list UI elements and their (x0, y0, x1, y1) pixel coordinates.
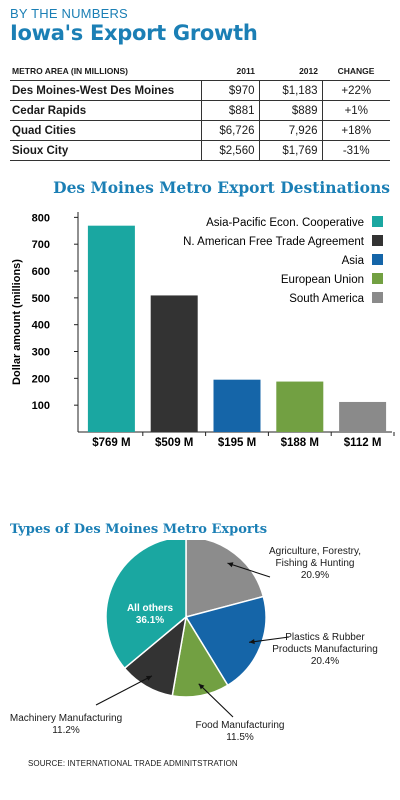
legend-label: N. American Free Trade Agreement (183, 236, 365, 248)
pie-slice-label: Machinery Manufacturing 11.2% (10, 713, 122, 736)
pie-leader-arrowhead (145, 675, 152, 681)
bar (87, 225, 135, 432)
pie-leader-line (198, 683, 234, 718)
value-2012-cell: $889 (258, 100, 322, 121)
value-2012-cell: $1,183 (258, 80, 322, 101)
bar (150, 295, 198, 432)
metro-cell: Sioux City (10, 140, 201, 161)
pie-slice (185, 540, 265, 618)
pie-slice (184, 595, 267, 687)
table-row: Quad Cities $6,726 7,926 +18% (10, 120, 390, 141)
value-2011-cell: $2,560 (200, 140, 259, 161)
y-tick-label: 400 (32, 320, 50, 332)
column-header-change: CHANGE (322, 62, 390, 81)
pie-slice (105, 540, 187, 670)
pie-leader-arrowhead (227, 562, 234, 568)
bar-value-label: $769 M (92, 437, 130, 449)
metro-cell: Cedar Rapids (10, 100, 201, 121)
pie-slice-label: Agriculture, Forestry, Fishing & Hunting 2… (269, 546, 361, 581)
value-2012-cell: $1,769 (258, 140, 322, 161)
y-tick-label: 500 (32, 293, 50, 305)
source-note: SOURCE: INTERNATIONAL TRADE ADMINITSTRAT… (28, 759, 238, 768)
change-cell: +22% (321, 80, 390, 101)
table-row: Sioux City $2,560 $1,769 -31% (10, 140, 390, 161)
pie-leader-line (227, 562, 271, 578)
bar (276, 381, 324, 432)
pie-leader-line (249, 636, 290, 643)
pie-slice-label: Plastics & Rubber Products Manufacturing 2… (272, 632, 378, 667)
column-header-2012: 2012 (259, 62, 322, 81)
value-2011-cell: $6,726 (200, 120, 259, 141)
pie-leader-arrowhead (198, 683, 205, 690)
value-2011-cell: $970 (200, 80, 259, 101)
metro-cell: Quad Cities (10, 120, 201, 141)
column-header-2011: 2011 (201, 62, 259, 81)
legend-swatch (372, 273, 383, 284)
legend-label: Asia (342, 255, 365, 267)
value-2012-cell: 7,926 (258, 120, 322, 141)
change-cell: +18% (321, 120, 390, 141)
change-cell: -31% (321, 140, 390, 161)
table-header-row: METRO AREA (IN MILLIONS) 2011 2012 CHANG… (10, 62, 390, 81)
metro-cell: Des Moines-West Des Moines (10, 80, 201, 101)
bar-value-label: $509 M (155, 437, 193, 449)
pie-slice-label: All others 36.1% (127, 603, 174, 626)
legend-label: Asia-Pacific Econ. Cooperative (206, 217, 364, 229)
legend-swatch (372, 254, 383, 265)
export-types-pie-chart: Agriculture, Forestry, Fishing & Hunting 2… (10, 540, 378, 743)
bar-value-label: $112 M (344, 437, 382, 449)
y-tick-label: 200 (32, 373, 50, 385)
bar (213, 379, 261, 432)
export-growth-table: METRO AREA (IN MILLIONS) 2011 2012 CHANG… (10, 62, 390, 161)
legend-swatch (372, 216, 383, 227)
legend-label: European Union (281, 274, 364, 286)
legend-swatch (372, 235, 383, 246)
table-row: Cedar Rapids $881 $889 +1% (10, 100, 390, 121)
y-axis-label: Dollar amount (millions) (11, 259, 23, 385)
bar-chart-title: Des Moines Metro Export Destinations (53, 178, 390, 197)
legend-swatch (372, 292, 383, 303)
pie-leader-arrowhead (249, 639, 255, 645)
y-tick-label: 300 (32, 347, 50, 359)
legend-label: South America (289, 293, 364, 305)
kicker-label: BY THE NUMBERS (10, 6, 128, 21)
change-cell: +1% (321, 100, 390, 121)
y-tick-label: 700 (32, 239, 50, 251)
y-tick-label: 600 (32, 266, 50, 278)
bar (339, 401, 387, 432)
page-title: Iowa's Export Growth (10, 21, 258, 45)
pie-leader-line (95, 675, 153, 706)
export-destinations-bar-chart: 100 200 300 400 500 600 700 800 Dollar amount (m… (11, 212, 395, 449)
table-row: Des Moines-West Des Moines $970 $1,183 +… (10, 80, 390, 101)
value-2011-cell: $881 (200, 100, 259, 121)
pie-chart-title: Types of Des Moines Metro Exports (10, 522, 268, 537)
pie-slice-label: Food Manufacturing 11.5% (196, 720, 285, 743)
bar-value-label: $188 M (281, 437, 319, 449)
y-tick-label: 800 (32, 212, 50, 224)
bar-value-label: $195 M (218, 437, 256, 449)
y-tick-label: 100 (32, 400, 50, 412)
column-header-metro: METRO AREA (IN MILLIONS) (10, 62, 201, 81)
